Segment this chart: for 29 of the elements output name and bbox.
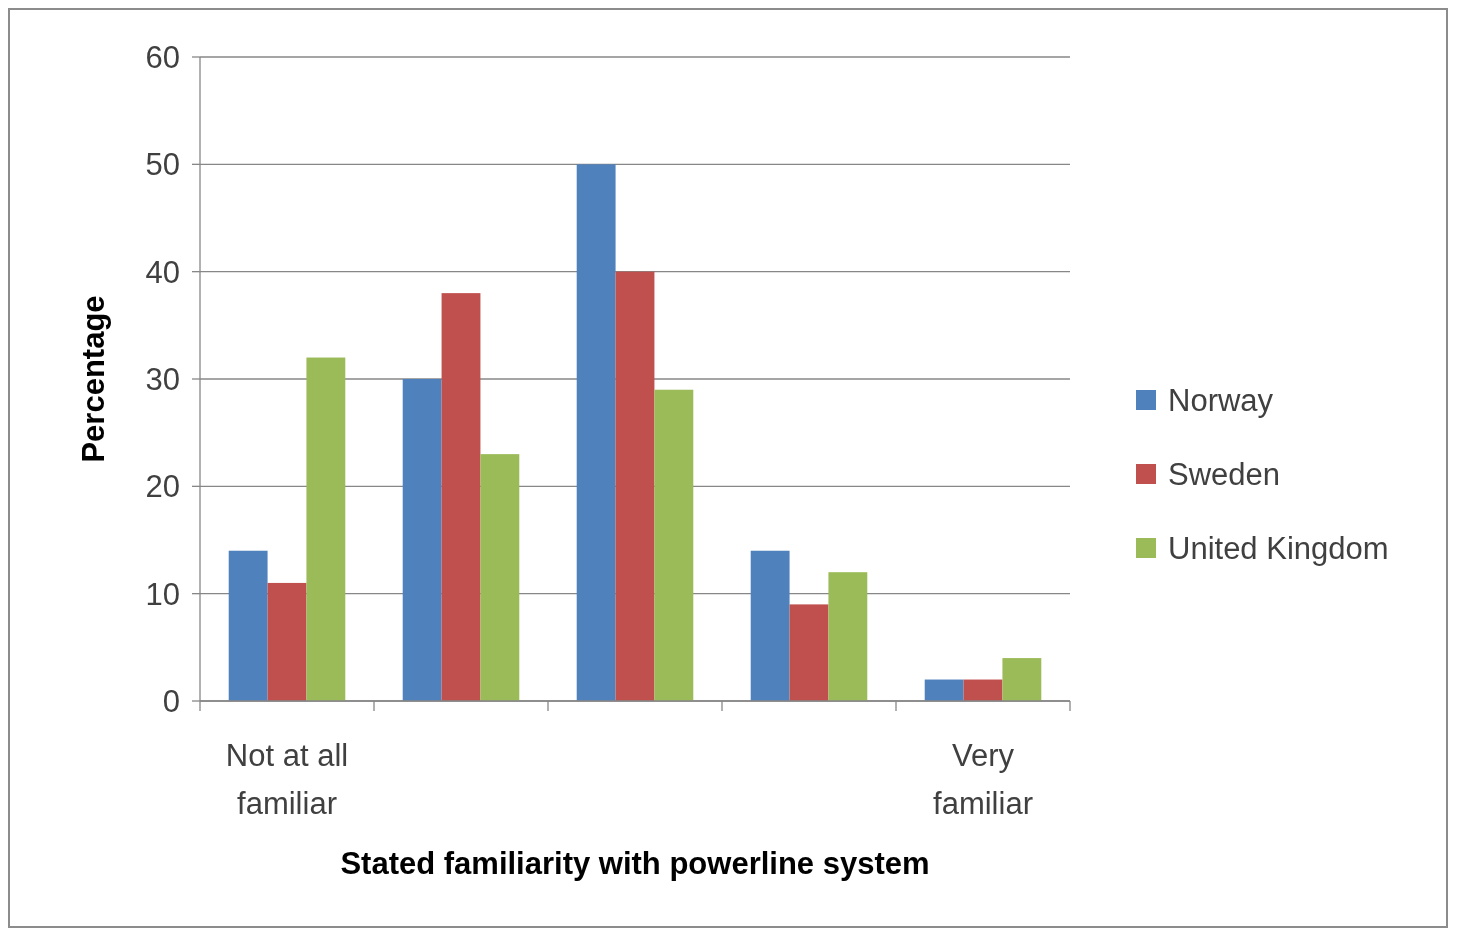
- bar: [789, 604, 829, 701]
- legend-label: Sweden: [1168, 456, 1281, 492]
- legend-label: United Kingdom: [1168, 530, 1389, 566]
- bar: [924, 679, 964, 701]
- y-tick-label: 30: [145, 361, 180, 397]
- bar: [441, 293, 481, 701]
- bar: [963, 679, 1003, 701]
- x-axis-title: Stated familiarity with powerline system: [340, 846, 930, 881]
- bar: [480, 454, 520, 701]
- bar: [750, 550, 790, 701]
- bar: [576, 164, 616, 701]
- y-tick-label: 60: [145, 39, 180, 75]
- bar: [654, 389, 694, 701]
- bar: [1002, 658, 1042, 701]
- y-tick-label: 40: [145, 254, 180, 290]
- y-axis-title: Percentage: [76, 295, 111, 463]
- legend-label: Norway: [1168, 382, 1274, 418]
- y-tick-label: 50: [145, 147, 180, 183]
- bar: [615, 271, 655, 701]
- bar: [228, 550, 268, 701]
- x-tick-label: Very familiar: [933, 738, 1033, 821]
- bar: [828, 572, 868, 701]
- y-tick-label: 10: [145, 576, 180, 612]
- y-tick-label: 20: [145, 469, 180, 505]
- bar: [267, 582, 307, 701]
- y-tick-label: 0: [162, 683, 180, 719]
- bar: [306, 357, 346, 701]
- x-tick-label: Not at all familiar: [225, 738, 349, 821]
- bar: [402, 379, 442, 701]
